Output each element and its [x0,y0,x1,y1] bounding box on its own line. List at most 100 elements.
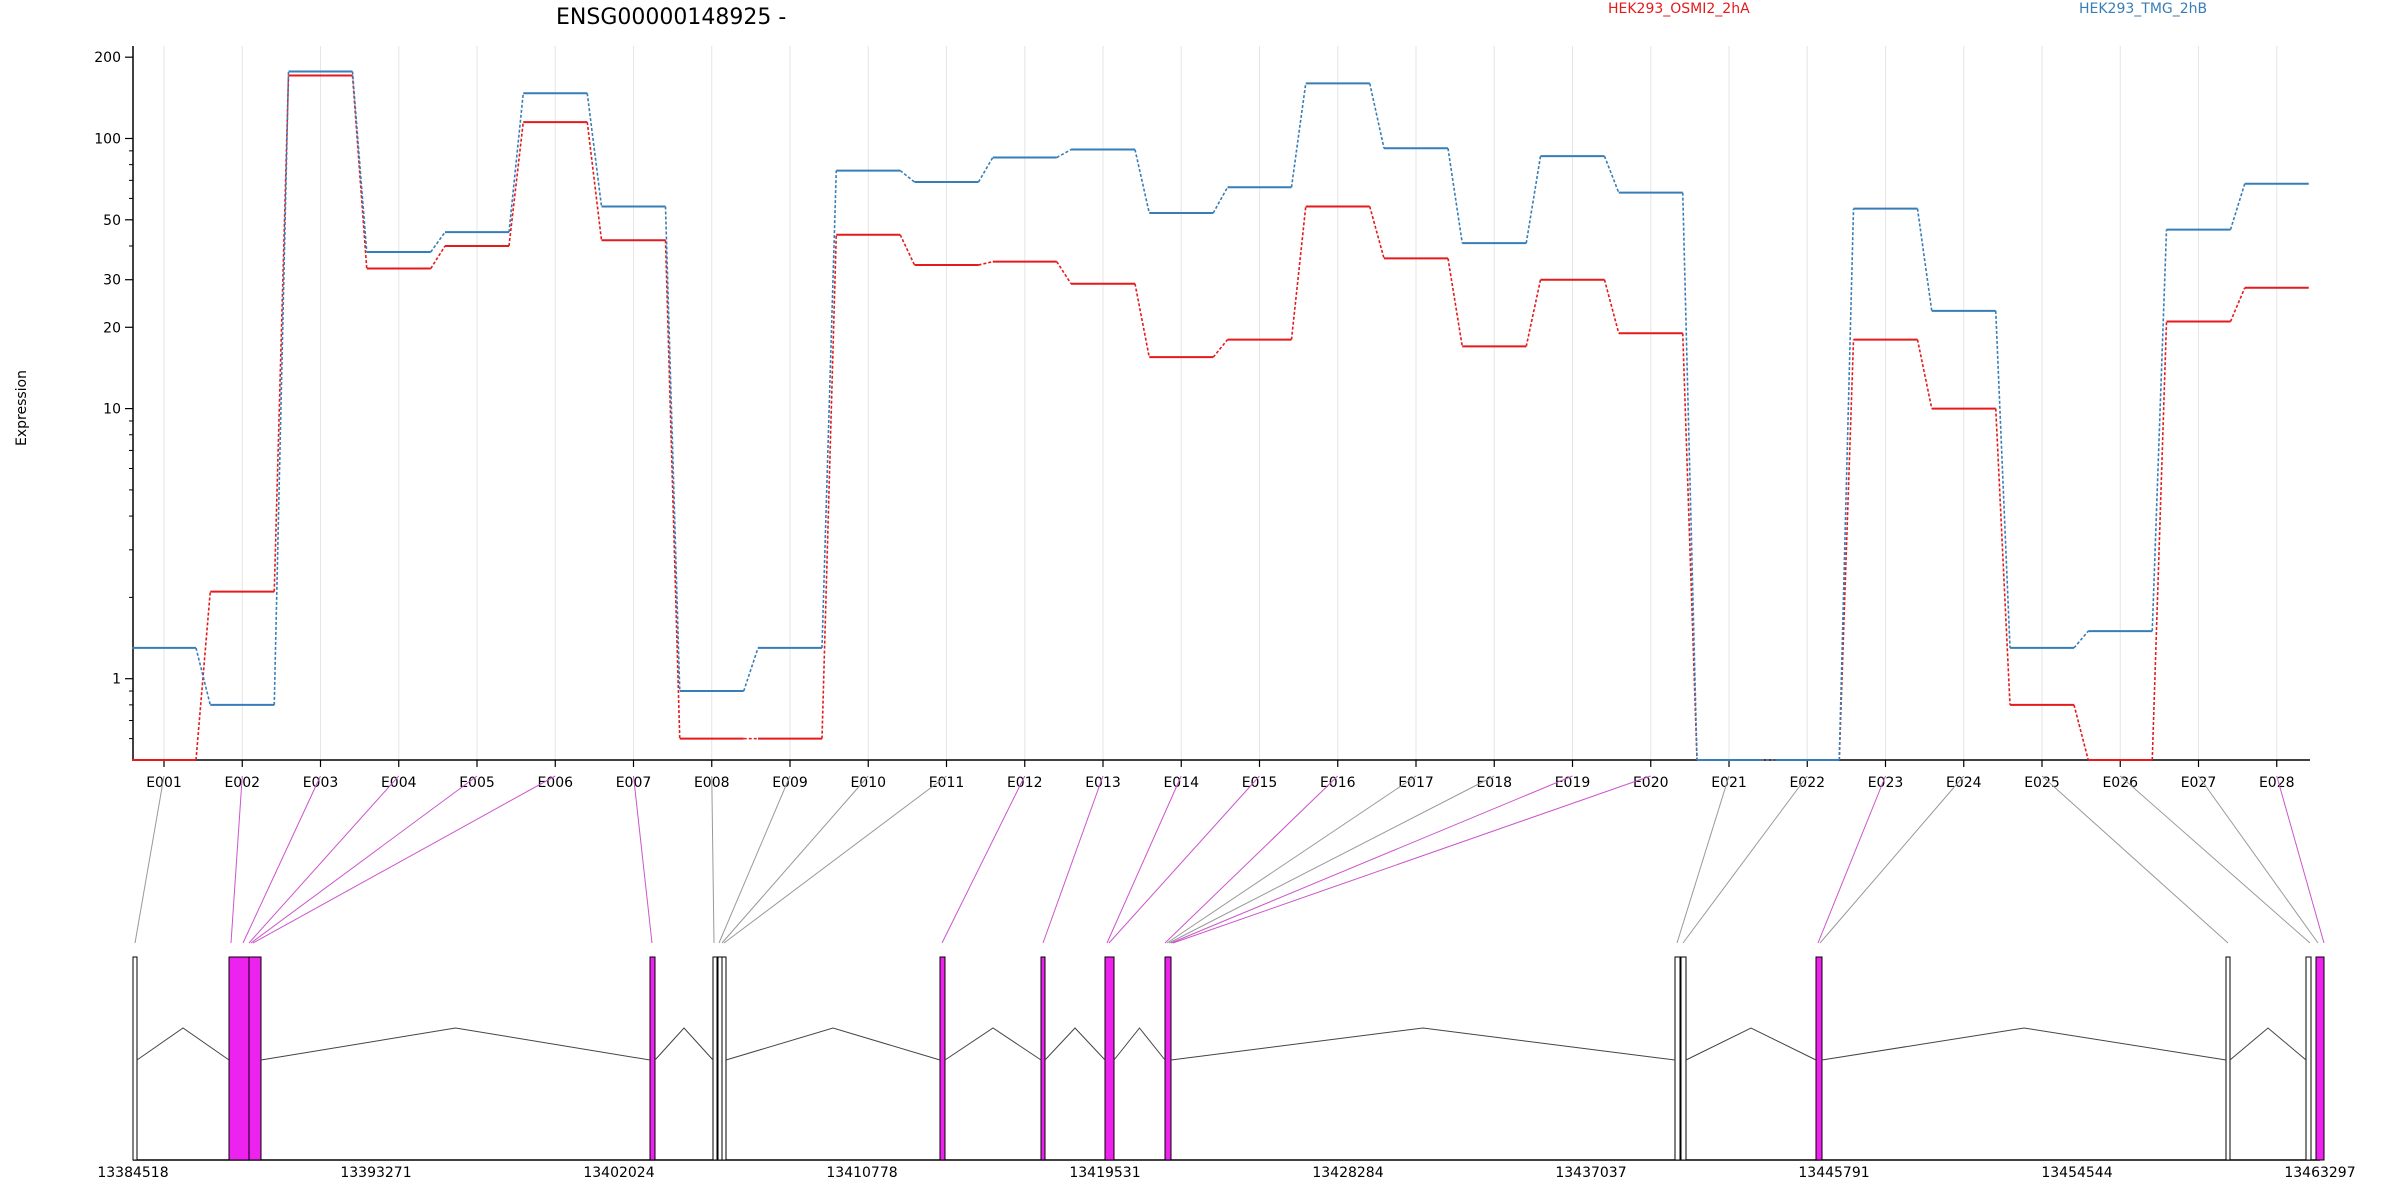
series-lines [132,70,2309,761]
series-connector [1447,258,1464,347]
x-tick-label: E022 [1789,775,1825,791]
x-tick-label: E026 [2102,775,2138,791]
series-connector [2073,704,2090,761]
series-connector [1212,339,1229,358]
x-tick-label: E020 [1633,775,1669,791]
series-connector [1916,339,1933,409]
x-tick-label: E012 [1007,775,1043,791]
x-tick-label: E028 [2259,775,2295,791]
series-connector [430,245,446,269]
mapping-line [250,775,478,944]
coordinate-tick-label: 13419531 [1069,1165,1140,1181]
intron-line [1044,1027,1106,1061]
exon-block [248,956,262,1161]
series-connector [2229,287,2246,322]
x-tick-label: E009 [772,775,808,791]
series-connector [1838,339,1855,761]
mapping-line [230,775,243,944]
intron-line [1821,1027,2227,1061]
series-connector [1916,208,1933,311]
exon-block [1164,956,1172,1161]
series-connector [899,170,915,183]
y-tick-label: 30 [103,273,121,289]
mapping-line [1682,775,1808,944]
exon-block [721,956,727,1161]
series-connector [508,122,525,247]
coordinate-tick-label: 13454544 [2041,1165,2112,1181]
gene-model: 13384518 13393271 13402024 13410778 13419531… [97,956,2356,1181]
mapping-line [134,775,165,944]
series-connector [1681,192,1698,761]
x-tick-label: E005 [459,775,495,791]
series-connector [664,206,681,692]
mapping-line [1164,775,1339,944]
mapping-line [633,775,653,944]
exon-block [712,956,718,1161]
exon-mapping-lines [134,775,2325,944]
series-connector [1994,310,2011,648]
series-connector [1681,333,1698,761]
series-connector [1368,206,1385,259]
mapping-line [711,775,715,944]
series-connector [2151,321,2168,761]
mapping-line [248,775,400,944]
x-tick-label: E024 [1946,775,1982,791]
vertical-gridlines [163,46,2278,760]
series-connector [1525,279,1542,347]
exon-block [649,956,656,1161]
series-connector [1056,148,1072,159]
exon-block [1104,956,1115,1161]
exon-block [132,956,138,1161]
mapping-line [721,775,869,944]
x-tick-label: E015 [1242,775,1278,791]
mapping-line [2041,775,2229,944]
x-tick-label: E027 [2181,775,2217,791]
series-connector [1603,155,1620,193]
series-connector [430,231,446,253]
series-connector [1290,206,1307,340]
series-connector [742,647,759,692]
intron-line [136,1027,230,1061]
intron-line [1170,1027,1676,1061]
x-tick-label: E023 [1868,775,1904,791]
series-connector [1056,261,1072,285]
series-connector [977,157,994,183]
coordinate-tick-label: 13402024 [583,1165,654,1181]
series-connector [1290,83,1307,188]
exon-block [2225,956,2231,1161]
series-connector [1603,279,1620,334]
exon-block [1674,956,1681,1161]
mapping-line [252,775,556,944]
exon-block [717,956,723,1161]
coordinate-tick-label: 13410778 [826,1165,897,1181]
mapping-line [2198,775,2319,944]
series-connector [1212,186,1229,214]
x-tick-label: E017 [1398,775,1434,791]
series-connector [899,234,916,266]
intron-line [1685,1027,1817,1061]
y-tick-label: 20 [103,320,121,336]
mapping-line [1817,775,1886,944]
series-connector [1134,149,1151,214]
series-connector [1447,148,1464,244]
mapping-line [1170,775,1573,944]
intron-line [2229,1027,2307,1061]
x-tick-label: E014 [1163,775,1199,791]
x-tick-label: E004 [381,775,417,791]
x-tick-label: E018 [1476,775,1512,791]
mapping-line [1172,775,1651,944]
coordinate-tick-label: 13463297 [2284,1165,2355,1181]
exon-block [939,956,946,1161]
series-connector [2151,229,2168,632]
series-connector [2229,183,2246,230]
intron-line [654,1027,714,1061]
mapping-line [1676,775,1730,944]
y-tick-label: 100 [94,131,121,147]
exon-block [1040,956,1046,1161]
coordinate-tick-label: 13445791 [1798,1165,1869,1181]
x-tick-label: E011 [929,775,965,791]
x-tick-label: E013 [1085,775,1121,791]
series-connector [1994,408,2011,705]
